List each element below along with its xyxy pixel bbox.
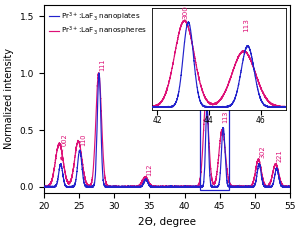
Pr$^{3+}$:LaF$_3$ nanospheres bbox=[97, 72, 101, 74]
Pr$^{3+}$:LaF$_3$ nanospheres bbox=[102, 161, 106, 164]
Text: 112: 112 bbox=[146, 164, 152, 176]
Pr$^{3+}$:LaF$_3$ nanoplates bbox=[42, 185, 46, 188]
Pr$^{3+}$:LaF$_3$ nanoplates bbox=[286, 185, 290, 188]
Text: 110: 110 bbox=[80, 134, 86, 146]
Text: 113: 113 bbox=[223, 111, 229, 123]
Pr$^{3+}$:LaF$_3$ nanospheres bbox=[152, 185, 156, 188]
Pr$^{3+}$:LaF$_3$ nanoplates bbox=[102, 182, 106, 185]
Pr$^{3+}$:LaF$_3$ nanoplates bbox=[152, 185, 156, 188]
Pr$^{3+}$:LaF$_3$ nanospheres bbox=[286, 185, 290, 188]
Line: Pr$^{3+}$:LaF$_3$ nanospheres: Pr$^{3+}$:LaF$_3$ nanospheres bbox=[44, 73, 290, 187]
Pr$^{3+}$:LaF$_3$ nanoplates bbox=[99, 128, 103, 130]
Pr$^{3+}$:LaF$_3$ nanospheres bbox=[100, 137, 104, 140]
Pr$^{3+}$:LaF$_3$ nanospheres bbox=[42, 185, 46, 187]
Pr$^{3+}$:LaF$_3$ nanoplates bbox=[42, 185, 46, 188]
Text: 111: 111 bbox=[100, 59, 106, 71]
Pr$^{3+}$:LaF$_3$ nanoplates bbox=[288, 185, 292, 188]
Bar bbox=[200, 100, 229, 190]
Pr$^{3+}$:LaF$_3$ nanoplates bbox=[97, 72, 101, 75]
Legend: Pr$^{3+}$:LaF$_3$ nanoplates, Pr$^{3+}$:LaF$_3$ nanospheres: Pr$^{3+}$:LaF$_3$ nanoplates, Pr$^{3+}$:… bbox=[47, 9, 149, 38]
Pr$^{3+}$:LaF$_3$ nanospheres bbox=[288, 185, 292, 188]
Pr$^{3+}$:LaF$_3$ nanospheres bbox=[135, 185, 139, 188]
Pr$^{3+}$:LaF$_3$ nanoplates bbox=[100, 167, 104, 169]
Y-axis label: Normalized intensity: Normalized intensity bbox=[4, 48, 14, 149]
Pr$^{3+}$:LaF$_3$ nanoplates bbox=[135, 185, 139, 188]
Line: Pr$^{3+}$:LaF$_3$ nanoplates: Pr$^{3+}$:LaF$_3$ nanoplates bbox=[44, 73, 290, 187]
Text: 221: 221 bbox=[277, 149, 283, 162]
Text: 300: 300 bbox=[202, 86, 208, 98]
X-axis label: 2ϴ, degree: 2ϴ, degree bbox=[138, 217, 196, 227]
Text: 002: 002 bbox=[61, 133, 67, 146]
Pr$^{3+}$:LaF$_3$ nanospheres bbox=[42, 185, 46, 188]
Text: 302: 302 bbox=[260, 146, 266, 158]
Pr$^{3+}$:LaF$_3$ nanospheres bbox=[99, 106, 103, 109]
